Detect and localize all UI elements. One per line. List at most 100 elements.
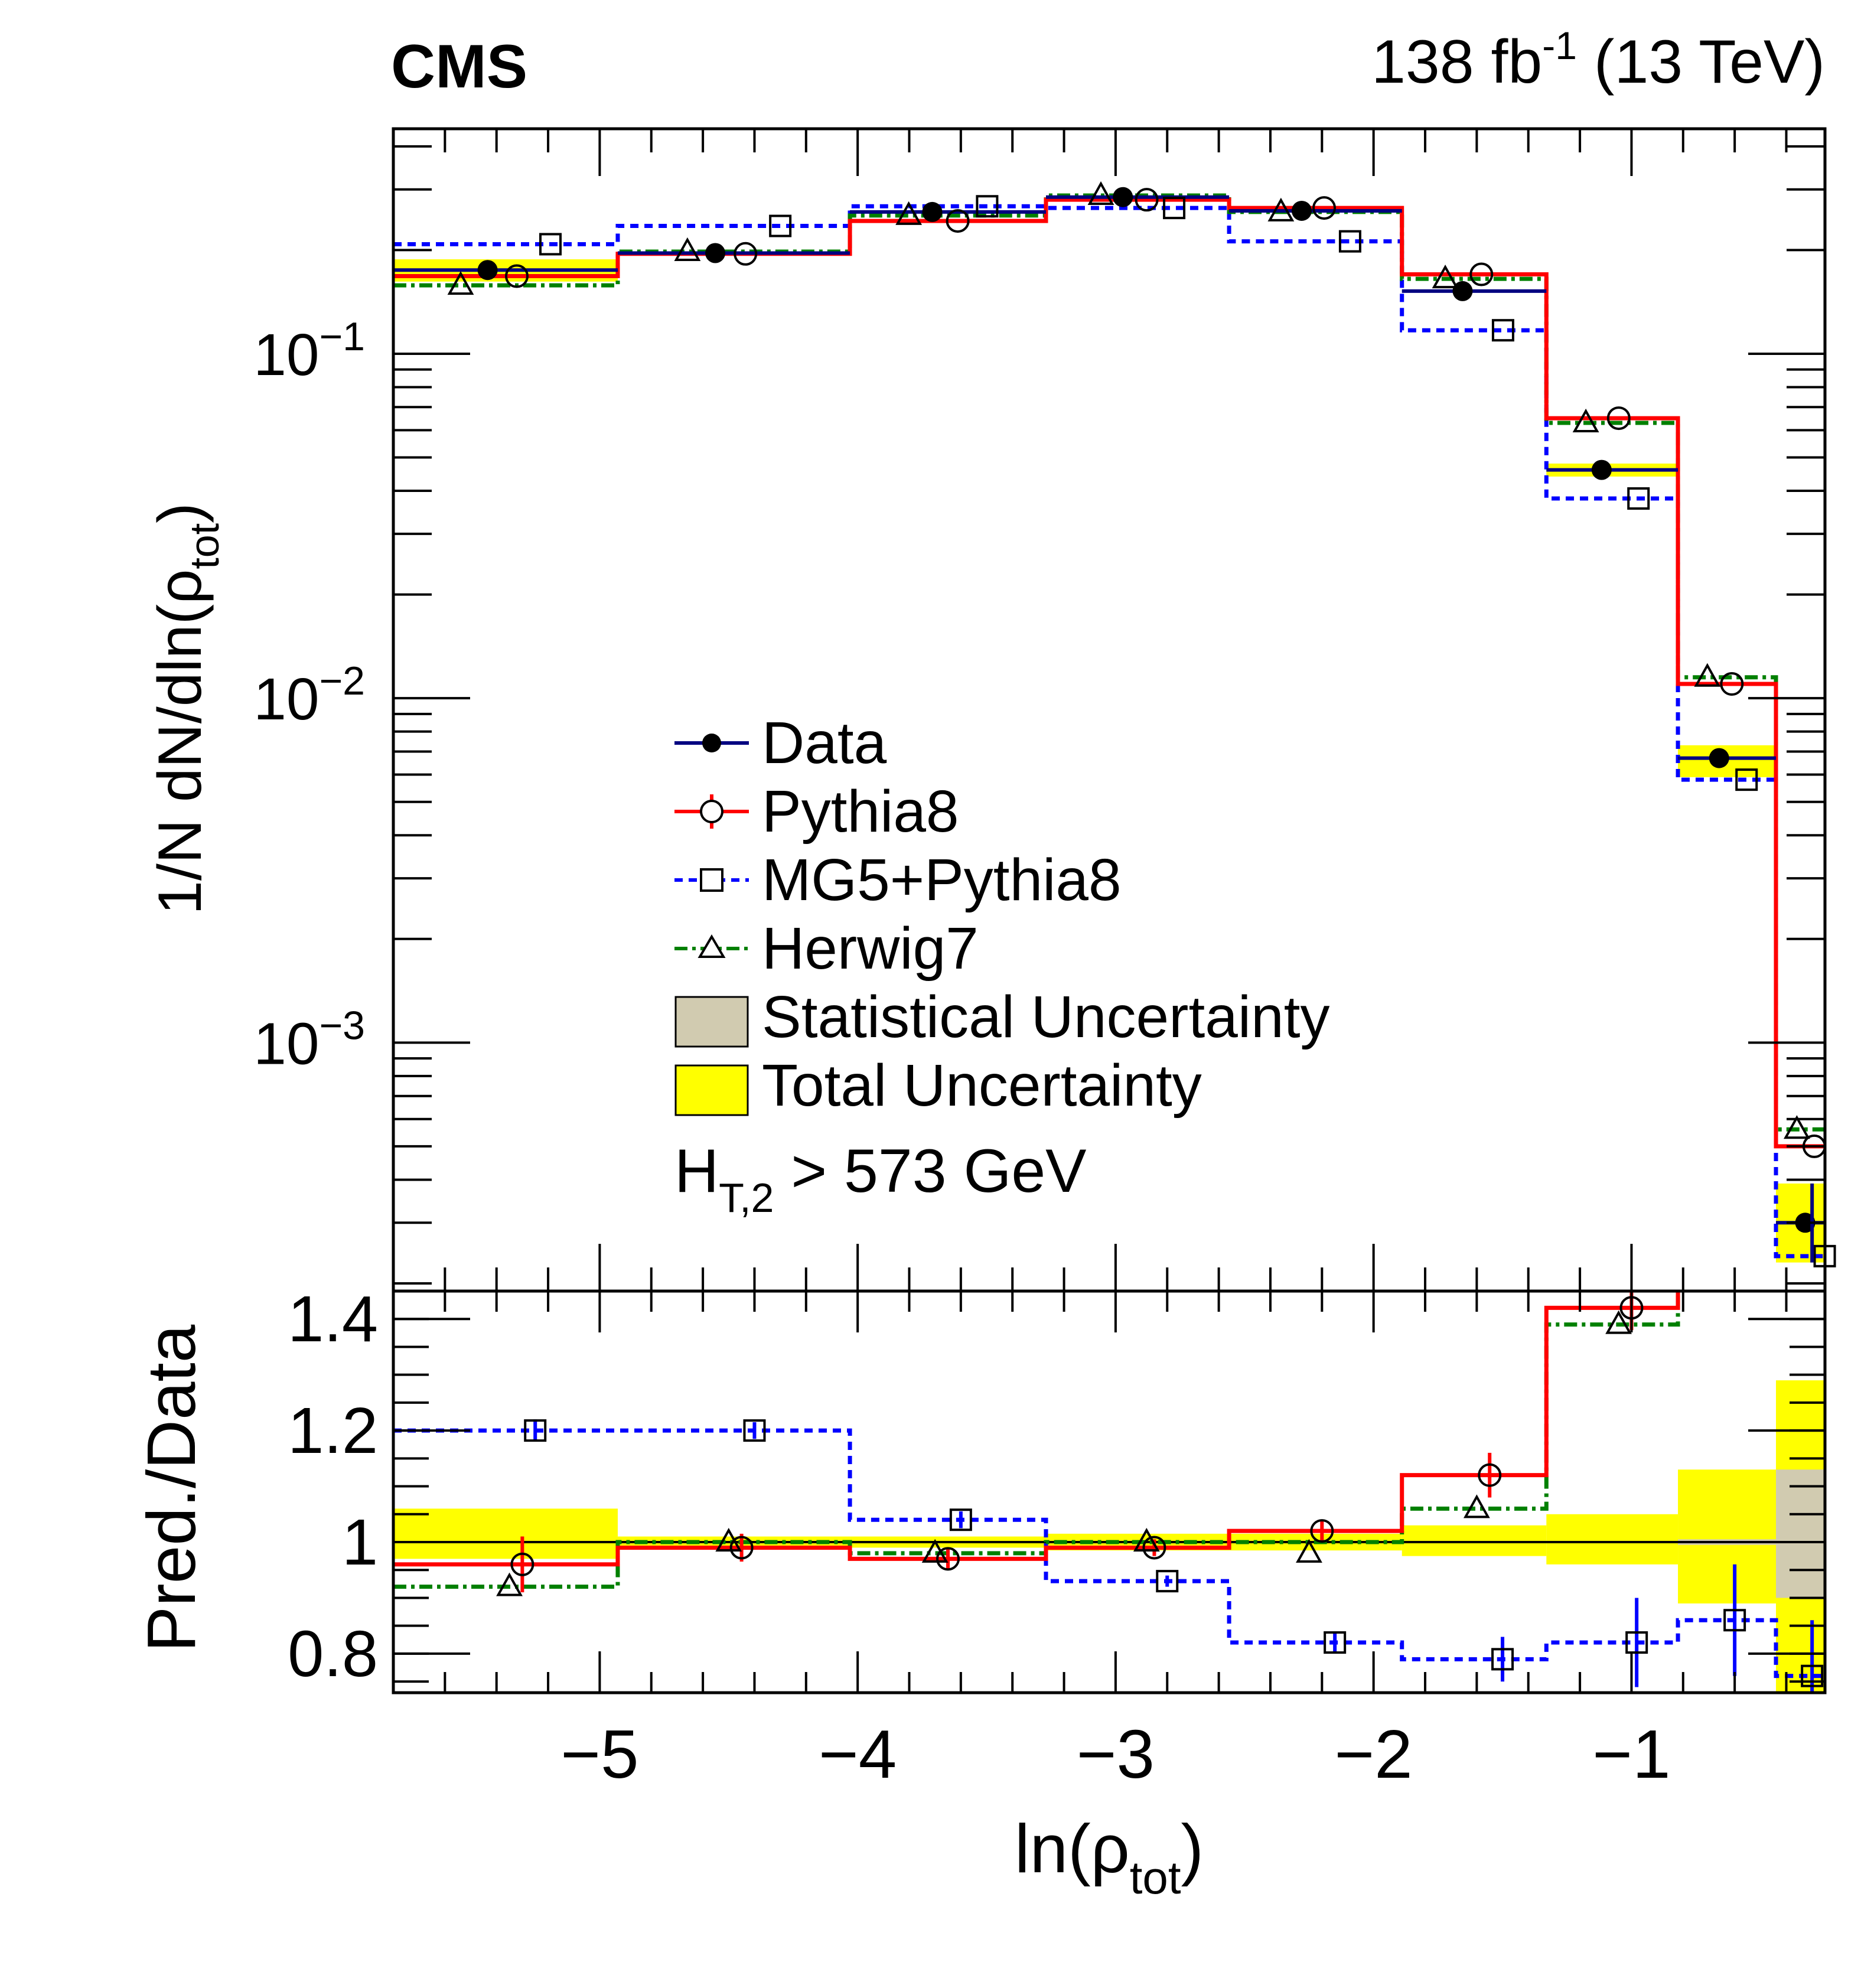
mg5-point xyxy=(1163,197,1186,220)
mg5-point xyxy=(769,214,792,237)
data-point xyxy=(1291,200,1312,221)
pythia8-point xyxy=(510,1552,534,1576)
data-point xyxy=(1452,281,1473,301)
herwig7-point xyxy=(921,1539,949,1563)
legend-label-herwig7: Herwig7 xyxy=(762,915,979,982)
mg5-point xyxy=(1491,1648,1514,1671)
series-line-mg5pythia8 xyxy=(393,204,1825,1259)
main-series-lines xyxy=(393,193,1825,1259)
herwig7-point xyxy=(1694,663,1721,687)
ratio-y-tick-label: 0.8 xyxy=(288,1618,378,1690)
y-tick-label: 10−2 xyxy=(253,659,365,732)
ht-cut-annotation: HT,2 > 573 GeV xyxy=(674,1137,1087,1221)
herwig7-point xyxy=(895,201,923,225)
ratio-line-mg5pythia8 xyxy=(393,1428,1825,1679)
herwig7-point xyxy=(1432,265,1459,289)
ratio-y-tick-label: 1.4 xyxy=(288,1283,378,1355)
pythia8-point xyxy=(1720,672,1744,696)
mg5-point xyxy=(1491,319,1514,342)
main-axis-ticks: 10−1 10−2 10−3 xyxy=(253,129,1825,1291)
ratio-y-tick-label: 1.2 xyxy=(288,1394,378,1467)
legend-label-total: Total Uncertainty xyxy=(762,1052,1202,1119)
ratio-axis-ticks: 0.8 1 1.2 1.4 −5 −4 −3 −2 −1 xyxy=(288,1283,1825,1793)
herwig7-point xyxy=(715,1527,742,1552)
ratio-y-axis-title: Pred./Data xyxy=(133,1324,210,1652)
pythia8-point xyxy=(1469,262,1494,286)
data-point xyxy=(922,201,943,222)
legend-label-data: Data xyxy=(762,710,887,776)
data-point xyxy=(1591,459,1612,480)
herwig7-point xyxy=(1605,1310,1632,1334)
ratio-series-lines xyxy=(393,1291,1825,1679)
mg5-point xyxy=(524,1419,547,1442)
herwig7-point xyxy=(1296,1539,1322,1563)
pythia8-point xyxy=(729,1536,754,1560)
x-tick-label: −2 xyxy=(1335,1716,1413,1793)
data-point xyxy=(705,243,726,263)
ratio-line-pythia8 xyxy=(393,1291,1680,1567)
main-y-axis-title: 1/N dN/dln(ρtot) xyxy=(146,503,227,915)
main-panel: 10−1 10−2 10−3 1/N dN/dln(ρtot) Data Pythi… xyxy=(146,127,1836,1293)
y-tick-label: 10−3 xyxy=(253,1003,365,1077)
ratio-y-tick-label: 1 xyxy=(342,1506,378,1579)
legend-data: Data xyxy=(674,710,887,776)
mg5-point xyxy=(1627,487,1650,510)
x-tick-label: −4 xyxy=(819,1716,897,1793)
data-point xyxy=(1113,187,1133,207)
ratio-line-herwig7 xyxy=(393,1291,1680,1589)
legend-label-pythia8: Pythia8 xyxy=(762,778,959,845)
herwig7-point xyxy=(447,271,474,295)
herwig7-point xyxy=(1267,197,1295,221)
total-uncertainty-band xyxy=(1402,1525,1547,1556)
legend-herwig7: Herwig7 xyxy=(674,915,979,982)
mg5-point xyxy=(1801,1664,1824,1687)
legend-pythia8: Pythia8 xyxy=(674,778,959,845)
lumi-label: 138 fb-1 (13 TeV) xyxy=(1371,24,1825,96)
data-point xyxy=(477,260,498,281)
herwig7-point xyxy=(674,237,701,261)
mg5-point xyxy=(976,195,999,218)
pythia8-point xyxy=(936,1547,960,1571)
total-uncertainty-band xyxy=(1678,1469,1777,1604)
x-axis-title: ln(ρtot) xyxy=(1015,1810,1204,1904)
legend-label-mg5: MG5+Pythia8 xyxy=(762,847,1122,913)
y-tick-label: 10−1 xyxy=(253,314,365,388)
ratio-markers xyxy=(496,1291,1824,1693)
herwig7-point xyxy=(1087,181,1114,206)
herwig7-point xyxy=(1572,408,1599,432)
herwig7-point xyxy=(1783,1115,1810,1139)
cms-label: CMS xyxy=(391,32,527,101)
pythia8-point xyxy=(1478,1463,1502,1487)
pythia8-point xyxy=(1606,406,1631,431)
pythia8-point xyxy=(734,242,758,266)
mg5-point xyxy=(539,233,562,256)
ratio-uncertainty-bands xyxy=(393,1380,1825,1693)
mg5-point xyxy=(1156,1570,1179,1593)
pythia8-point xyxy=(1312,196,1337,220)
legend-stat: Statistical Uncertainty xyxy=(674,984,1329,1050)
legend: Data Pythia8 MG5+Pythia8 Herwig7 Statist xyxy=(674,710,1329,1119)
stat-uncertainty-band xyxy=(1776,1469,1825,1598)
x-tick-label: −1 xyxy=(1592,1716,1670,1793)
mg5-point xyxy=(1324,1631,1347,1654)
pythia8-point xyxy=(1142,1536,1166,1560)
legend-mg5: MG5+Pythia8 xyxy=(674,847,1122,913)
total-uncertainty-band xyxy=(1546,1514,1679,1565)
main-markers xyxy=(447,181,1836,1267)
mg5-point xyxy=(949,1508,972,1531)
pythia8-point xyxy=(1310,1519,1334,1543)
mg5-point xyxy=(1625,1631,1648,1654)
mg5-point xyxy=(1723,1609,1746,1632)
x-tick-label: −3 xyxy=(1077,1716,1155,1793)
pythia8-point xyxy=(1135,188,1159,212)
legend-label-stat: Statistical Uncertainty xyxy=(762,984,1329,1050)
legend-total: Total Uncertainty xyxy=(674,1052,1202,1119)
x-tick-label: −5 xyxy=(560,1716,638,1793)
pythia8-point xyxy=(504,264,529,288)
total-uncertainty-band xyxy=(393,1508,618,1559)
data-point xyxy=(1709,748,1729,768)
pythia8-point xyxy=(946,209,970,233)
ratio-frame xyxy=(392,1289,1827,1694)
herwig7-point xyxy=(1133,1527,1160,1552)
